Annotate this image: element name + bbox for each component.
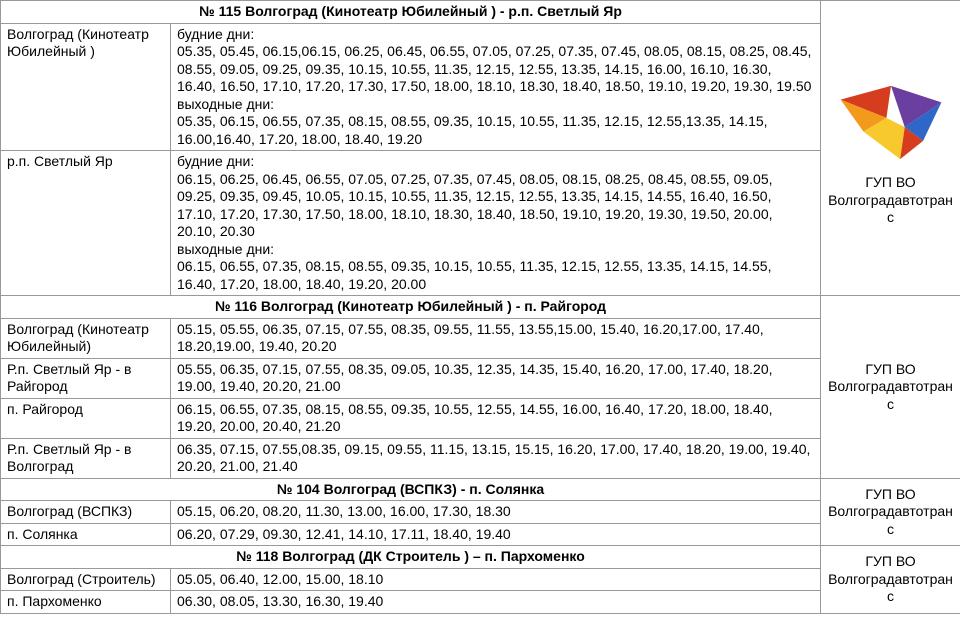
departure-times: 05.15, 05.55, 06.35, 07.15, 07.55, 08.35… [171, 318, 821, 358]
route-operator: ГУП ВО Волгоградавтотранс [821, 296, 960, 479]
route-operator: ГУП ВО Волгоградавтотранс [821, 478, 960, 546]
route-title: № 115 Волгоград (Кинотеатр Юбилейный ) -… [1, 1, 821, 24]
departure-times: 06.30, 08.05, 13.30, 16.30, 19.40 [171, 591, 821, 614]
route-operator: ГУП ВО Волгоградавтотранс [821, 546, 960, 614]
stop-name: Волгоград (Кинотеатр Юбилейный ) [1, 23, 171, 151]
stop-name: п. Солянка [1, 523, 171, 546]
operator-name: ГУП ВО Волгоградавтотранс [827, 486, 954, 539]
stop-name: п. Райгород [1, 398, 171, 438]
departure-times: 05.05, 06.40, 12.00, 15.00, 18.10 [171, 568, 821, 591]
operator-name: ГУП ВО Волгоградавтотранс [827, 174, 954, 227]
departure-times: будние дни: 05.35, 05.45, 06.15,06.15, 0… [171, 23, 821, 151]
route-title: № 104 Волгоград (ВСПКЗ) - п. Солянка [1, 478, 821, 501]
stop-name: Волгоград (Кинотеатр Юбилейный) [1, 318, 171, 358]
departure-times: будние дни: 06.15, 06.25, 06.45, 06.55, … [171, 151, 821, 296]
departure-times: 06.35, 07.15, 07.55,08.35, 09.15, 09.55,… [171, 438, 821, 478]
stop-name: Р.п. Светлый Яр - в Волгоград [1, 438, 171, 478]
stop-name: п. Пархоменко [1, 591, 171, 614]
operator-name: ГУП ВО Волгоградавтотранс [827, 553, 954, 606]
operator-logo [836, 75, 946, 170]
stop-name: Р.п. Светлый Яр - в Райгород [1, 358, 171, 398]
departure-times: 05.55, 06.35, 07.15, 07.55, 08.35, 09.05… [171, 358, 821, 398]
departure-times: 06.20, 07.29, 09.30, 12.41, 14.10, 17.11… [171, 523, 821, 546]
route-operator: ГУП ВО Волгоградавтотранс [821, 1, 960, 296]
stop-name: р.п. Светлый Яр [1, 151, 171, 296]
route-title: № 118 Волгоград (ДК Строитель ) – п. Пар… [1, 546, 821, 569]
schedule-table: № 115 Волгоград (Кинотеатр Юбилейный ) -… [0, 0, 960, 614]
stop-name: Волгоград (Строитель) [1, 568, 171, 591]
stop-name: Волгоград (ВСПКЗ) [1, 501, 171, 524]
route-title: № 116 Волгоград (Кинотеатр Юбилейный ) -… [1, 296, 821, 319]
departure-times: 05.15, 06.20, 08.20, 11.30, 13.00, 16.00… [171, 501, 821, 524]
operator-name: ГУП ВО Волгоградавтотранс [827, 361, 954, 414]
departure-times: 06.15, 06.55, 07.35, 08.15, 08.55, 09.35… [171, 398, 821, 438]
